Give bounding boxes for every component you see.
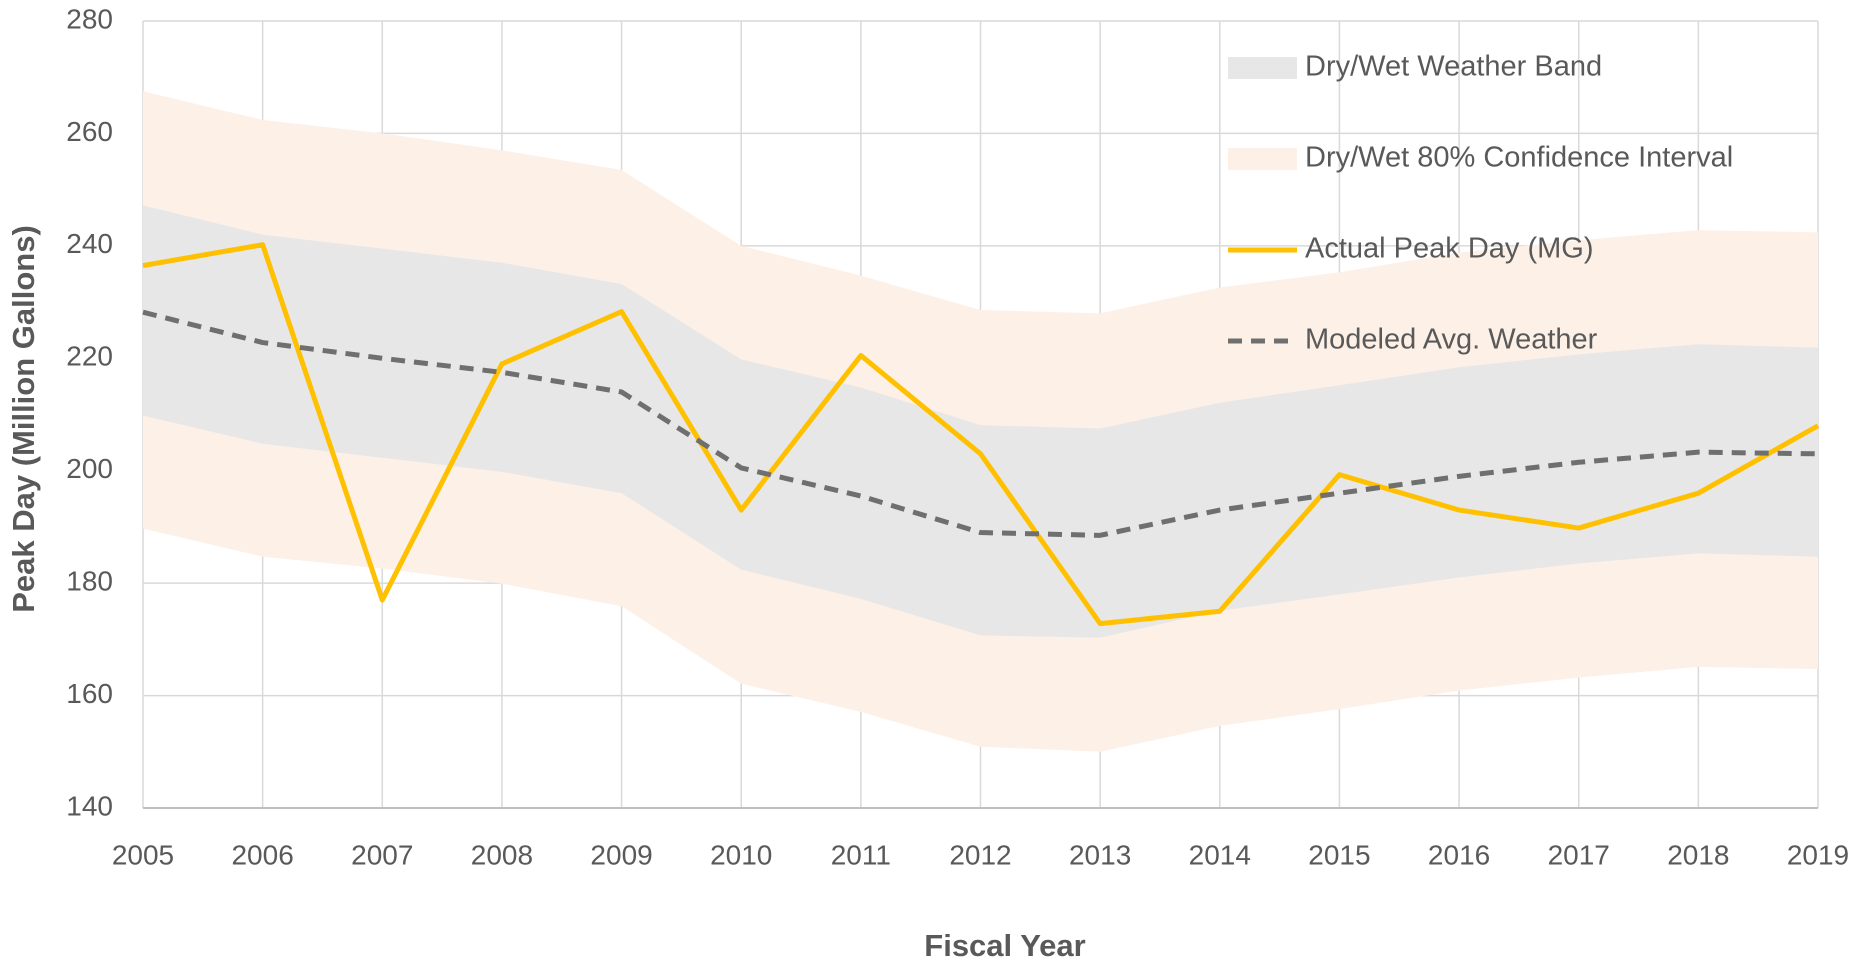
x-tick-label: 2008 bbox=[471, 839, 533, 870]
x-tick-label: 2019 bbox=[1787, 839, 1849, 870]
y-tick-label: 160 bbox=[66, 678, 113, 709]
y-tick-label: 280 bbox=[66, 3, 113, 34]
y-tick-label: 240 bbox=[66, 228, 113, 259]
x-tick-label: 2006 bbox=[231, 839, 293, 870]
legend-swatch bbox=[1228, 148, 1297, 170]
x-tick-label: 2005 bbox=[112, 839, 174, 870]
y-tick-label: 180 bbox=[66, 566, 113, 597]
y-tick-label: 220 bbox=[66, 341, 113, 372]
x-tick-label: 2009 bbox=[590, 839, 652, 870]
y-tick-label: 140 bbox=[66, 790, 113, 821]
legend-label: Dry/Wet 80% Confidence Interval bbox=[1305, 142, 1733, 174]
x-tick-label: 2011 bbox=[831, 839, 891, 870]
line bbox=[142, 309, 1819, 538]
x-tick-label: 2012 bbox=[949, 839, 1011, 870]
band bbox=[143, 91, 1818, 752]
y-axis-title: Peak Day (Million Gallons) bbox=[6, 225, 41, 613]
y-tick-label: 200 bbox=[66, 453, 113, 484]
y-tick-label: 260 bbox=[66, 116, 113, 147]
x-tick-label: 2013 bbox=[1069, 839, 1131, 870]
x-tick-label: 2018 bbox=[1667, 839, 1729, 870]
x-tick-label: 2015 bbox=[1308, 839, 1370, 870]
legend-label: Actual Peak Day (MG) bbox=[1305, 233, 1593, 265]
band bbox=[143, 205, 1818, 638]
legend-label: Modeled Avg. Weather bbox=[1305, 324, 1598, 356]
x-axis-title: Fiscal Year bbox=[924, 928, 1085, 963]
legend-label: Dry/Wet Weather Band bbox=[1305, 51, 1602, 83]
x-tick-label: 2016 bbox=[1428, 839, 1490, 870]
legend-swatch bbox=[1228, 57, 1297, 79]
x-tick-label: 2017 bbox=[1548, 839, 1610, 870]
x-tick-label: 2007 bbox=[351, 839, 413, 870]
x-tick-label: 2010 bbox=[710, 839, 772, 870]
x-tick-label: 2014 bbox=[1189, 839, 1251, 870]
line bbox=[142, 242, 1820, 627]
